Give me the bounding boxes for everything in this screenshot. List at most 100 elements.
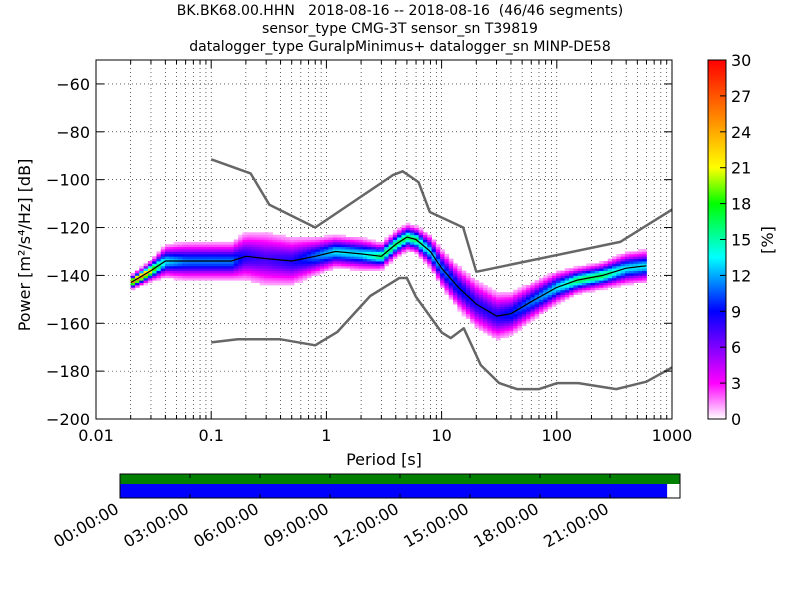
histogram-cell bbox=[147, 280, 153, 283]
histogram-cell bbox=[203, 253, 209, 257]
histogram-cell bbox=[418, 251, 424, 255]
histogram-cell bbox=[165, 251, 170, 255]
histogram-cell bbox=[543, 289, 548, 293]
histogram-cell bbox=[500, 323, 506, 327]
histogram-cell bbox=[418, 229, 424, 233]
histogram-cell bbox=[526, 318, 531, 322]
histogram-cell bbox=[362, 263, 368, 267]
histogram-cell bbox=[294, 273, 299, 276]
histogram-cell bbox=[285, 249, 291, 252]
histogram-cell bbox=[457, 270, 463, 274]
histogram-cell bbox=[517, 287, 523, 291]
histogram-cell bbox=[147, 265, 153, 269]
histogram-cell bbox=[616, 282, 622, 286]
histogram-cell bbox=[564, 280, 570, 283]
histogram-cell bbox=[379, 251, 385, 255]
histogram-cell bbox=[263, 239, 269, 243]
histogram-cell bbox=[238, 251, 243, 255]
histogram-cell bbox=[186, 251, 192, 255]
histogram-cell bbox=[173, 265, 179, 269]
histogram-cell bbox=[324, 268, 329, 272]
histogram-cell bbox=[500, 292, 506, 295]
histogram-cell bbox=[590, 265, 596, 269]
colorbar-tick-label: 12 bbox=[731, 266, 751, 285]
histogram-cell bbox=[620, 258, 626, 262]
histogram-cell bbox=[272, 263, 278, 267]
histogram-cell bbox=[526, 308, 531, 312]
histogram-cell bbox=[599, 270, 604, 274]
histogram-cell bbox=[444, 258, 450, 262]
histogram-cell bbox=[229, 241, 235, 245]
histogram-cell bbox=[556, 299, 561, 303]
histogram-cell bbox=[229, 277, 235, 281]
histogram-cell bbox=[302, 249, 308, 252]
histogram-cell bbox=[152, 256, 157, 260]
histogram-cell bbox=[345, 253, 351, 257]
histogram-cell bbox=[547, 287, 553, 291]
histogram-cell bbox=[349, 253, 355, 257]
histogram-cell bbox=[491, 304, 497, 307]
noise-models bbox=[130, 158, 672, 391]
histogram-cell bbox=[435, 277, 441, 281]
histogram-cell bbox=[379, 265, 385, 269]
histogram-cell bbox=[263, 237, 269, 240]
histogram-cell bbox=[233, 246, 239, 250]
histogram-cell bbox=[547, 282, 553, 286]
histogram-cell bbox=[225, 273, 230, 276]
histogram-cell bbox=[177, 249, 183, 252]
histogram-cell bbox=[637, 265, 643, 269]
histogram-cell bbox=[453, 301, 458, 305]
histogram-cell bbox=[182, 246, 187, 250]
histogram-cell bbox=[465, 304, 471, 307]
histogram-cell bbox=[199, 261, 205, 264]
histogram-cell bbox=[478, 294, 484, 298]
histogram-cell bbox=[392, 251, 398, 255]
histogram-cell bbox=[251, 263, 256, 267]
histogram-cell bbox=[491, 330, 497, 334]
histogram-cell bbox=[612, 265, 617, 269]
histogram-cell bbox=[517, 313, 523, 317]
histogram-cell bbox=[208, 241, 213, 245]
histogram-cell bbox=[203, 246, 209, 250]
histogram-cell bbox=[332, 256, 338, 260]
histogram-cell bbox=[487, 330, 493, 334]
histogram-cell bbox=[336, 251, 342, 255]
histogram-cell bbox=[629, 261, 634, 264]
histogram-cell bbox=[457, 304, 463, 307]
histogram-cell bbox=[496, 335, 501, 339]
histogram-cell bbox=[341, 244, 346, 248]
histogram-cell bbox=[496, 308, 501, 312]
histogram-cell bbox=[573, 292, 579, 295]
histogram-cell bbox=[152, 275, 157, 279]
histogram-cell bbox=[259, 232, 265, 236]
histogram-cell bbox=[298, 265, 304, 269]
histogram-cell bbox=[195, 270, 200, 274]
histogram-cell bbox=[526, 292, 531, 295]
histogram-cell bbox=[324, 244, 329, 248]
histogram-cell bbox=[371, 258, 377, 262]
histogram-cell bbox=[573, 275, 579, 279]
histogram-cell bbox=[478, 301, 484, 305]
histogram-cell bbox=[483, 296, 488, 300]
histogram-cell bbox=[496, 296, 501, 300]
histogram-cell bbox=[212, 246, 218, 250]
histogram-cell bbox=[517, 289, 523, 293]
histogram-cell bbox=[405, 229, 411, 233]
histogram-cell bbox=[633, 253, 639, 257]
histogram-cell bbox=[440, 263, 445, 267]
histogram-cell bbox=[620, 263, 626, 267]
histogram-cell bbox=[388, 258, 394, 262]
histogram-cell bbox=[294, 241, 299, 245]
histogram-cell bbox=[526, 289, 531, 293]
histogram-cell bbox=[590, 289, 596, 293]
histogram-cell bbox=[637, 253, 643, 257]
histogram-cell bbox=[543, 275, 548, 279]
histogram-cell bbox=[349, 244, 355, 248]
histogram-cell bbox=[173, 241, 179, 245]
histogram-cell bbox=[173, 253, 179, 257]
histogram-cell bbox=[504, 313, 510, 317]
histogram-cell bbox=[233, 268, 239, 272]
histogram-cell bbox=[414, 225, 420, 228]
histogram-cell bbox=[289, 268, 295, 272]
coverage-timeline: 00:00:0003:00:0006:00:0009:00:0012:00:00… bbox=[50, 473, 681, 551]
